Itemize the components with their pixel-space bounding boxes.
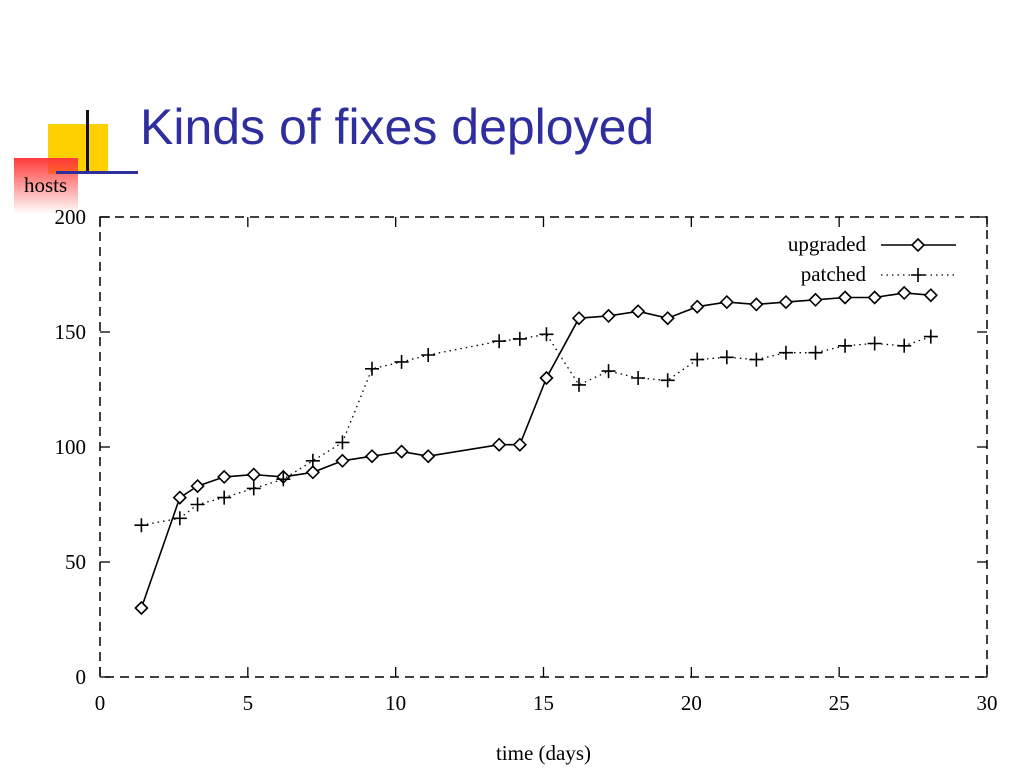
legend-label-patched: patched [801, 262, 867, 286]
data-point-patched [749, 352, 764, 367]
y-axis-label: hosts [24, 173, 67, 197]
data-point-patched [172, 511, 187, 526]
data-point-upgraded [778, 294, 794, 310]
legend-marker-upgraded [910, 237, 926, 253]
x-tick-label: 10 [385, 691, 406, 715]
legend-label-upgraded: upgraded [788, 232, 867, 256]
data-point-upgraded [630, 304, 646, 319]
data-point-upgraded [867, 290, 882, 305]
y-tick-label: 200 [55, 205, 87, 229]
y-tick-label: 50 [65, 550, 86, 574]
data-point-patched [660, 373, 675, 388]
series-line-patched [141, 333, 932, 526]
data-point-upgraded [394, 444, 409, 459]
data-point-upgraded [571, 311, 587, 326]
data-point-patched [539, 327, 554, 342]
data-point-patched [335, 435, 350, 450]
data-point-patched [217, 490, 232, 505]
data-point-upgraded [719, 294, 734, 310]
data-point-upgraded [246, 467, 261, 482]
data-point-upgraded [190, 478, 205, 494]
data-point-patched [631, 371, 646, 385]
data-point-upgraded [690, 299, 705, 314]
data-point-patched [923, 329, 938, 344]
data-point-upgraded [512, 437, 527, 452]
data-point-patched [838, 338, 853, 353]
x-tick-label: 20 [681, 691, 702, 715]
x-tick-label: 30 [977, 691, 998, 715]
decor-vertical-rule [86, 110, 89, 172]
data-point-patched [601, 364, 616, 379]
plot-frame [99, 216, 988, 678]
decor-red-gradient [14, 158, 78, 214]
y-tick-label: 0 [76, 665, 87, 689]
data-point-upgraded [660, 311, 675, 326]
data-point-patched [190, 497, 205, 512]
x-tick-label: 15 [533, 691, 554, 715]
data-point-patched [512, 331, 527, 346]
data-point-patched [808, 345, 823, 360]
data-point-upgraded [172, 490, 187, 505]
x-tick-label: 25 [829, 691, 850, 715]
data-point-patched [394, 354, 409, 369]
data-point-patched [305, 453, 320, 468]
data-point-upgraded [305, 465, 321, 480]
data-point-patched [421, 348, 436, 362]
x-tick-label: 5 [243, 691, 254, 715]
data-point-upgraded [808, 292, 823, 307]
data-point-upgraded [539, 370, 554, 386]
data-point-patched [492, 334, 507, 349]
data-point-upgraded [601, 308, 616, 324]
data-point-patched [571, 377, 586, 392]
data-point-upgraded [364, 449, 380, 464]
data-point-patched [897, 338, 912, 353]
series-line-upgraded [140, 292, 931, 609]
data-point-upgraded [837, 290, 853, 305]
y-tick-label: 100 [55, 435, 87, 459]
decor-horizontal-rule [56, 171, 138, 174]
data-point-upgraded [335, 453, 350, 468]
data-point-upgraded [134, 600, 149, 616]
data-point-patched [719, 350, 734, 365]
x-axis-label: time (days) [496, 741, 591, 765]
y-tick-label: 150 [55, 320, 87, 344]
data-point-patched [867, 336, 882, 351]
data-point-patched [365, 361, 380, 376]
x-tick-label: 0 [95, 691, 106, 715]
data-point-upgraded [897, 285, 912, 301]
slide-title: Kinds of fixes deployed [140, 99, 655, 155]
data-point-patched [690, 352, 705, 367]
data-point-patched [134, 518, 149, 533]
data-point-upgraded [492, 437, 507, 452]
data-point-upgraded [217, 469, 232, 485]
data-point-patched [246, 481, 261, 496]
data-point-patched [778, 345, 793, 360]
data-point-upgraded [421, 449, 436, 464]
legend-marker-patched [911, 268, 925, 282]
data-point-upgraded [749, 297, 764, 312]
data-point-upgraded [923, 288, 938, 303]
data-point-patched [276, 472, 291, 487]
